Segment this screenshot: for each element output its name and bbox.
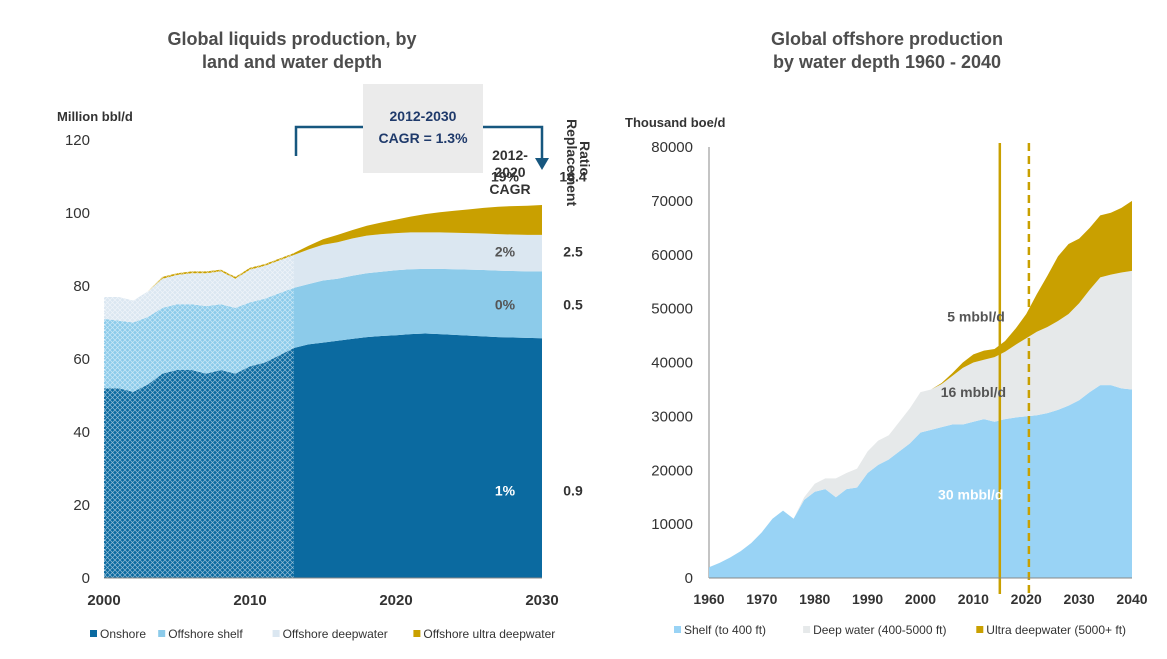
left-x-tick: 2010 [233, 592, 266, 609]
legend-swatch-ultra-deepwater-5000-ft [976, 626, 984, 633]
offshore-production-chart: Global offshore production by water dept… [625, 29, 1148, 637]
replacement-ratio-label: 0.5 [563, 296, 583, 312]
right-y-tick: 10000 [651, 516, 693, 533]
right-y-tick: 0 [685, 570, 693, 587]
right-x-ticks: 1960 1970 1980 1990 2000 2010 2020 2030 2040 [693, 591, 1147, 607]
left-x-tick: 2020 [379, 592, 412, 609]
right-y-tick: 70000 [651, 193, 693, 210]
legend-swatch-deep-water-400-5000-ft [803, 626, 811, 633]
right-legend: Shelf (to 400 ft) Deep water (400-5000 ft… [674, 623, 1126, 637]
right-x-tick: 2040 [1116, 591, 1147, 607]
historical-hatch [104, 253, 294, 578]
right-vertical-lines [998, 143, 1031, 594]
right-title-line-2: by water depth 1960 - 2040 [773, 52, 1001, 72]
legend-swatch-shelf-to-400-ft [674, 626, 681, 633]
right-x-tick: 1970 [746, 591, 777, 607]
right-x-tick: 2030 [1064, 591, 1095, 607]
cagr-header-3: CAGR [489, 181, 530, 197]
left-y-tick: 0 [82, 570, 90, 587]
left-y-tick: 120 [65, 132, 90, 149]
legend-swatch-offshore-deepwater [272, 630, 280, 637]
segment-cagr-label: 19% [491, 169, 520, 185]
volume-annotation: 16 mbbl/d [941, 384, 1006, 400]
left-ylabel: Million bbl/d [57, 109, 133, 124]
cagr-box-label: 2012-2030 [390, 108, 457, 124]
volume-annotation: 30 mbbl/d [938, 486, 1003, 502]
left-y-tick: 100 [65, 205, 90, 222]
cagr-box [363, 84, 483, 173]
right-x-tick: 1980 [799, 591, 830, 607]
right-x-tick: 2000 [905, 591, 936, 607]
right-area-shelf-to-400-ft [709, 385, 1132, 578]
legend-swatch-offshore-ultra-deepwater [413, 630, 421, 637]
legend-label-deep-water-400-5000-ft: Deep water (400-5000 ft) [813, 623, 946, 637]
right-annotations: 5 mbbl/d 16 mbbl/d 30 mbbl/d [938, 309, 1006, 503]
right-y-tick: 20000 [651, 462, 693, 479]
segment-cagr-label: 2% [495, 243, 516, 259]
left-y-tick: 40 [73, 424, 90, 441]
cagr-arrow-icon [535, 158, 549, 170]
right-area-deep-water-400-5000-ft [709, 270, 1132, 568]
segment-labels: 19% 16.4 2% 2.5 0% 0.5 1% 0.9 [491, 169, 587, 499]
right-y-tick: 30000 [651, 408, 693, 425]
cagr-box-value: CAGR = 1.3% [378, 130, 468, 146]
legend-label-offshore-deepwater: Offshore deepwater [283, 627, 388, 641]
legend-label-onshore: Onshore [100, 627, 146, 641]
segment-cagr-label: 0% [495, 296, 516, 312]
right-x-tick: 2020 [1011, 591, 1042, 607]
volume-annotation: 5 mbbl/d [947, 309, 1005, 325]
right-x-tick: 2010 [958, 591, 989, 607]
replacement-ratio-label: 2.5 [563, 243, 583, 259]
legend-label-ultra-deepwater-5000-ft: Ultra deepwater (5000+ ft) [986, 623, 1126, 637]
left-legend: Onshore Offshore shelf Offshore deepwater O… [90, 627, 555, 641]
left-x-tick: 2000 [87, 592, 120, 609]
legend-swatch-onshore [90, 630, 97, 637]
right-y-tick: 60000 [651, 247, 693, 264]
right-area-ultra-deepwater-5000-ft [709, 200, 1132, 568]
legend-label-offshore-ultra-deepwater: Offshore ultra deepwater [423, 627, 555, 641]
cagr-header-2: 2020 [494, 164, 525, 180]
ratio-header-1: Replacement [564, 119, 580, 206]
right-y-tick: 40000 [651, 355, 693, 372]
right-x-tick: 1990 [852, 591, 883, 607]
segment-cagr-label: 1% [495, 482, 516, 498]
left-area-offshore-ultra-deepwater [104, 204, 542, 301]
left-y-tick: 20 [73, 497, 90, 514]
right-x-tick: 1960 [693, 591, 724, 607]
right-y-tick: 80000 [651, 139, 693, 156]
right-ylabel: Thousand boe/d [625, 115, 725, 130]
legend-swatch-offshore-shelf [158, 630, 166, 637]
replacement-ratio-label: 16.4 [559, 169, 586, 185]
right-title-line-1: Global offshore production [771, 29, 1003, 49]
left-y-tick: 60 [73, 351, 90, 368]
right-area-stack [709, 200, 1132, 578]
left-title-line-2: land and water depth [202, 52, 382, 72]
left-y-tick: 80 [73, 278, 90, 295]
ratio-header-2: Ratio [577, 141, 593, 176]
left-x-ticks: 2000 2010 2020 2030 [87, 592, 558, 609]
legend-label-offshore-shelf: Offshore shelf [168, 627, 243, 641]
liquids-production-chart: Global liquids production, by land and w… [57, 29, 593, 641]
left-x-tick: 2030 [525, 592, 558, 609]
left-y-ticks: 0 20 40 60 80 100 120 [65, 132, 90, 587]
replacement-ratio-label: 0.9 [563, 482, 583, 498]
cagr-bracket [294, 125, 544, 160]
left-title-line-1: Global liquids production, by [168, 29, 417, 49]
cagr-header-1: 2012- [492, 147, 528, 163]
legend-label-shelf-to-400-ft: Shelf (to 400 ft) [684, 623, 766, 637]
right-y-ticks: 0 10000 20000 30000 40000 50000 60000 70000 8000… [651, 139, 693, 587]
right-y-tick: 50000 [651, 301, 693, 318]
